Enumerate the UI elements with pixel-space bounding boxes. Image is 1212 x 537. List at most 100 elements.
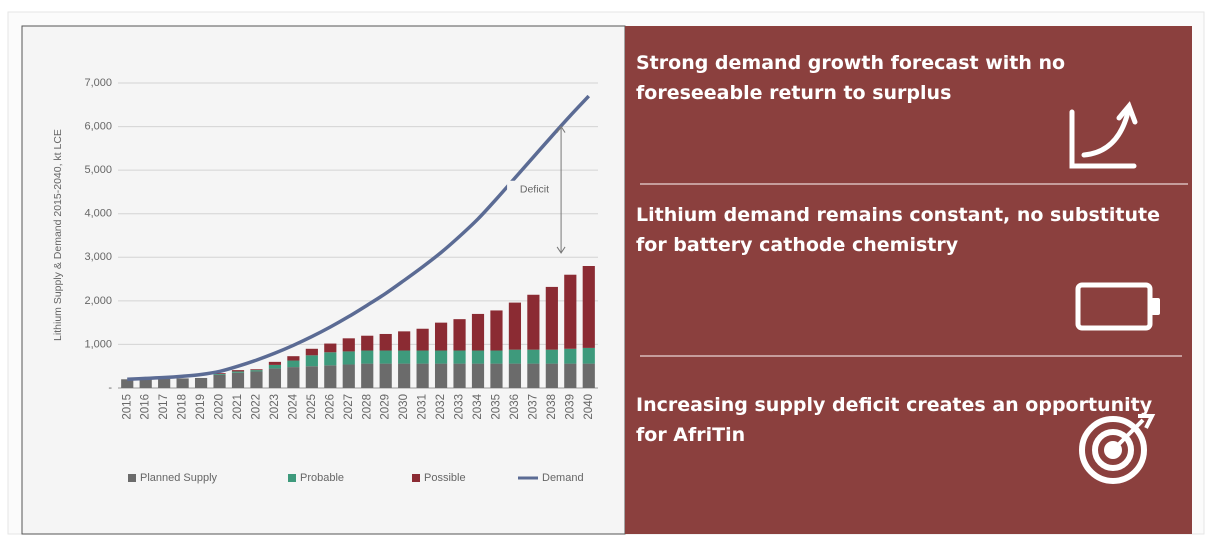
bar-segment	[471, 313, 485, 351]
bar-segment	[527, 294, 540, 350]
x-tick-label: 2015	[121, 394, 133, 420]
bar-segment	[342, 338, 355, 352]
bar-segment	[582, 363, 595, 388]
y-tick-label: 1,000	[84, 338, 112, 350]
bar-segment	[398, 331, 411, 351]
bar-segment	[361, 350, 374, 364]
bar-segment	[287, 367, 300, 388]
bar-segment	[176, 378, 189, 388]
point-text: Increasing supply deficit creates an opp…	[636, 394, 1153, 446]
x-tick-label: 2016	[140, 394, 152, 420]
bar-segment	[268, 368, 282, 388]
bar-segment	[342, 351, 355, 365]
bar-segment	[361, 363, 374, 388]
bar-segment	[416, 328, 429, 351]
x-tick-label: 2018	[177, 394, 189, 420]
x-tick-label: 2020	[214, 394, 226, 420]
legend-label: Possible	[424, 472, 466, 484]
x-tick-label: 2019	[195, 394, 207, 420]
bar-segment	[453, 319, 466, 351]
bar-segment	[416, 350, 429, 364]
bar-segment	[158, 378, 171, 388]
bar-segment	[250, 370, 263, 372]
annotation-bg	[507, 180, 554, 199]
bar-segment	[213, 374, 226, 388]
bar-segment	[379, 363, 392, 388]
bar-segment	[398, 363, 411, 388]
bar-segment	[545, 363, 558, 388]
x-tick-label: 2024	[287, 393, 299, 419]
y-axis-label: Lithium Supply & Demand 2015-2040, kt LC…	[52, 129, 64, 341]
bar-segment	[564, 363, 577, 388]
bar-segment	[545, 349, 558, 364]
bar-segment	[508, 363, 522, 388]
bar-segment	[231, 371, 245, 373]
bar-segment	[361, 335, 374, 351]
growth-icon	[1069, 101, 1138, 169]
bar-segment	[231, 370, 245, 372]
bar-segment	[121, 379, 134, 388]
x-tick-label: 2038	[546, 394, 558, 420]
bar-segment	[379, 350, 392, 364]
bar-segment	[398, 350, 411, 364]
bar-segment	[213, 374, 226, 375]
bar-segment	[231, 372, 245, 388]
x-tick-label: 2033	[454, 394, 466, 420]
bar-segment	[342, 364, 355, 388]
x-tick-label: 2023	[269, 394, 281, 420]
bar-segment	[139, 379, 152, 388]
x-tick-label: 2036	[509, 394, 521, 420]
bar-segment	[434, 363, 448, 388]
bar-segment	[305, 366, 318, 388]
x-tick-label: 2030	[398, 394, 410, 420]
bar-segment	[582, 266, 595, 348]
bar-segment	[453, 363, 466, 388]
x-tick-label: 2031	[417, 394, 429, 420]
target-icon	[1079, 414, 1156, 484]
demand-line	[127, 94, 591, 382]
x-tick-label: 2026	[324, 394, 336, 420]
bar-segment	[582, 347, 595, 364]
bar-segment	[471, 363, 485, 388]
legend-label: Probable	[300, 472, 344, 484]
x-tick-label: 2037	[527, 394, 539, 420]
bar-segment	[379, 333, 392, 351]
bar-segment	[194, 377, 208, 388]
y-tick-label: -	[108, 382, 112, 394]
x-tick-label: 2025	[306, 394, 318, 420]
bar-segment	[324, 352, 337, 366]
bar-segment	[434, 322, 448, 351]
bar-segment	[250, 369, 263, 371]
x-tick-label: 2040	[583, 394, 595, 420]
arrow-head	[556, 246, 566, 254]
x-tick-label: 2021	[232, 394, 244, 420]
legend-swatch	[412, 474, 420, 482]
bar-segment	[490, 350, 503, 364]
battery-icon	[1075, 282, 1160, 331]
y-tick-label: 6,000	[84, 120, 112, 132]
bar-segment	[508, 302, 522, 350]
x-tick-label: 2032	[435, 394, 447, 420]
bar-segment	[305, 348, 318, 356]
x-tick-label: 2022	[250, 394, 262, 420]
bar-segment	[490, 363, 503, 388]
annotation: Deficit	[520, 184, 549, 196]
x-tick-label: 2039	[564, 394, 576, 420]
bar-segment	[527, 363, 540, 388]
arrow-head	[556, 125, 566, 133]
bar-segment	[213, 373, 226, 375]
x-tick-label: 2028	[361, 394, 373, 420]
point-text: Lithium demand remains constant, no subs…	[636, 204, 1160, 256]
y-tick-label: 7,000	[84, 77, 112, 89]
bar-segment	[490, 310, 503, 351]
x-tick-label: 2017	[158, 394, 170, 420]
bar-segment	[324, 343, 337, 353]
x-tick-label: 2034	[472, 393, 484, 419]
bar-segment	[250, 371, 263, 388]
bar-segment	[527, 349, 540, 364]
bar-segment	[324, 365, 337, 388]
y-tick-label: 2,000	[84, 295, 112, 307]
bar-segment	[268, 361, 282, 365]
